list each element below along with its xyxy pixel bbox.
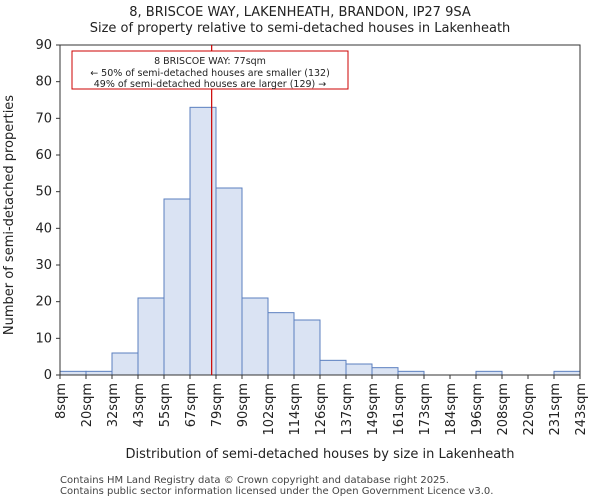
x-tick-label: 20sqm <box>80 383 95 427</box>
x-tick-label: 149sqm <box>366 383 381 436</box>
histogram-bar <box>371 367 399 376</box>
histogram-bar <box>85 370 113 376</box>
histogram-bar <box>163 198 191 376</box>
footer-copyright: Contains HM Land Registry data © Crown c… <box>60 475 449 486</box>
y-tick-label: 40 <box>35 221 52 236</box>
chart-subtitle: Size of property relative to semi-detach… <box>89 21 511 36</box>
histogram-bar <box>319 359 347 376</box>
x-tick-label: 184sqm <box>444 383 459 436</box>
y-axis-title: Number of semi-detached properties <box>2 95 17 335</box>
histogram-bar <box>111 352 139 376</box>
histogram-chart: 0 10 20 30 40 50 60 70 80 90 8sqm 20sqm 32sqm 43sqm 55… <box>2 38 589 462</box>
y-tick-label: 90 <box>35 38 52 53</box>
x-tick-label: 8sqm <box>54 383 69 419</box>
histogram-bar <box>345 363 373 376</box>
x-tick-label: 55sqm <box>158 383 173 427</box>
histogram-bar <box>397 370 425 376</box>
x-tick-label: 126sqm <box>314 383 329 436</box>
y-tick-label: 80 <box>35 75 52 90</box>
histogram-bar <box>241 297 269 376</box>
x-tick-label: 43sqm <box>132 383 147 427</box>
annotation-box <box>71 50 349 90</box>
annotation-larger: 49% of semi-detached houses are larger (… <box>94 79 327 90</box>
annotation-smaller: ← 50% of semi-detached houses are smalle… <box>90 68 330 79</box>
x-tick-label: 196sqm <box>470 383 485 436</box>
annotation-title: 8 BRISCOE WAY: 77sqm <box>154 56 266 67</box>
x-tick-label: 208sqm <box>496 383 511 436</box>
x-tick-label: 243sqm <box>574 383 589 436</box>
y-tick-label: 70 <box>35 111 52 126</box>
x-tick-label: 79sqm <box>210 383 225 427</box>
x-tick-label: 114sqm <box>288 383 303 436</box>
x-axis-title: Distribution of semi-detached houses by … <box>125 447 514 462</box>
histogram-bar <box>293 319 321 376</box>
x-tick-label: 231sqm <box>548 383 563 436</box>
x-tick-label: 90sqm <box>236 383 251 427</box>
y-tick-label: 60 <box>35 148 52 163</box>
y-tick-label: 10 <box>35 331 52 346</box>
y-tick-label: 50 <box>35 185 52 200</box>
footer-licence: Contains public sector information licen… <box>60 486 494 497</box>
histogram-bar <box>137 297 165 376</box>
y-tick-label: 0 <box>44 368 52 383</box>
y-tick-label: 20 <box>35 295 52 310</box>
x-tick-label: 32sqm <box>106 383 121 427</box>
histogram-bar <box>267 312 295 376</box>
histogram-bar <box>215 187 243 376</box>
histogram-bar <box>59 370 87 376</box>
x-tick-label: 137sqm <box>340 383 355 436</box>
x-tick-label: 220sqm <box>522 383 537 436</box>
x-tick-label: 161sqm <box>392 383 407 436</box>
chart-title: 8, BRISCOE WAY, LAKENHEATH, BRANDON, IP2… <box>129 5 471 20</box>
histogram-bar <box>553 370 581 376</box>
histogram-bar <box>475 370 503 376</box>
x-tick-label: 173sqm <box>418 383 433 436</box>
x-tick-label: 102sqm <box>262 383 277 436</box>
x-tick-label: 67sqm <box>184 383 199 427</box>
y-tick-label: 30 <box>35 258 52 273</box>
